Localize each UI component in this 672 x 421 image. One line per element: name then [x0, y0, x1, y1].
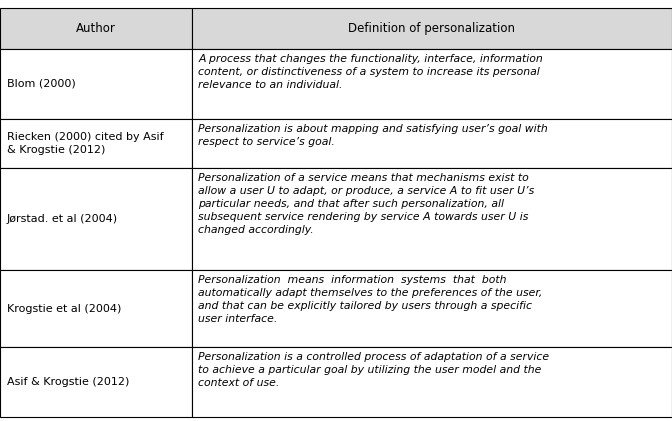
- Text: Krogstie et al (2004): Krogstie et al (2004): [7, 304, 121, 314]
- Text: Blom (2000): Blom (2000): [7, 79, 75, 89]
- Bar: [0, 347, 192, 417]
- Text: Personalization is about mapping and satisfying user’s goal with
respect to serv: Personalization is about mapping and sat…: [198, 124, 548, 147]
- Text: Asif & Krogstie (2012): Asif & Krogstie (2012): [7, 377, 129, 387]
- Bar: [192, 168, 672, 270]
- Bar: [192, 119, 672, 168]
- Text: A process that changes the functionality, interface, information
content, or dis: A process that changes the functionality…: [198, 54, 543, 90]
- Bar: [192, 270, 672, 347]
- Bar: [192, 8, 672, 49]
- Bar: [0, 270, 192, 347]
- Bar: [192, 347, 672, 417]
- Text: Personalization  means  information  systems  that  both
automatically adapt the: Personalization means information system…: [198, 275, 542, 324]
- Text: Definition of personalization: Definition of personalization: [348, 22, 515, 35]
- Text: Author: Author: [76, 22, 116, 35]
- Bar: [0, 168, 192, 270]
- Bar: [0, 49, 192, 119]
- Bar: [192, 49, 672, 119]
- Bar: [0, 119, 192, 168]
- Text: Jørstad. et al (2004): Jørstad. et al (2004): [7, 214, 118, 224]
- Bar: [0, 8, 192, 49]
- Text: Personalization is a controlled process of adaptation of a service
to achieve a : Personalization is a controlled process …: [198, 352, 550, 388]
- Text: Personalization of a service means that mechanisms exist to
allow a user U to ad: Personalization of a service means that …: [198, 173, 534, 234]
- Text: Riecken (2000) cited by Asif
& Krogstie (2012): Riecken (2000) cited by Asif & Krogstie …: [7, 132, 163, 155]
